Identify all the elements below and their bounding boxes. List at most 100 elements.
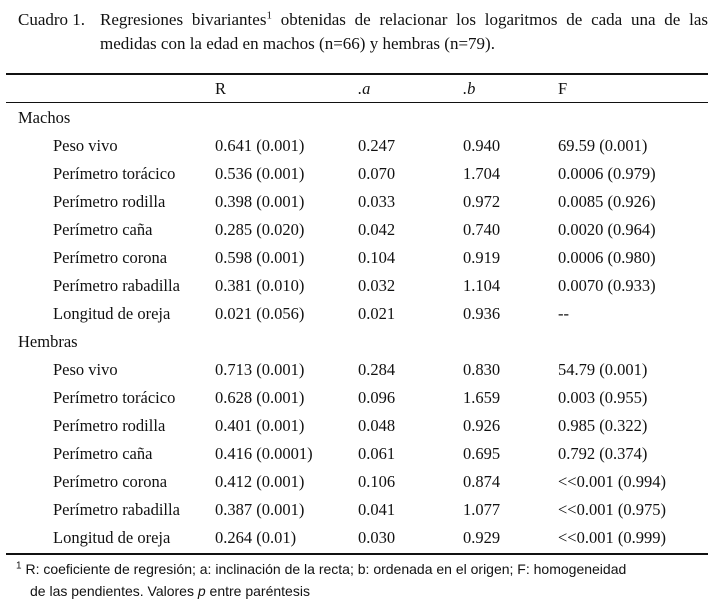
cell-b: 0.972 (463, 192, 501, 211)
table-footnote: 1 R: coeficiente de regresión; a: inclin… (16, 558, 716, 602)
table-row: Perímetro corona 0.598 (0.001) 0.104 0.919 0… (0, 244, 724, 272)
cell-a: 0.032 (358, 276, 396, 295)
group-row: Machos (0, 104, 724, 132)
cell-f: <<0.001 (0.975) (558, 500, 666, 519)
footnote-line2: de las pendientes. Valores p entre parén… (16, 580, 716, 602)
cell-r: 0.713 (0.001) (215, 360, 305, 379)
cell-a: 0.061 (358, 444, 396, 463)
cell-r: 0.416 (0.0001) (215, 444, 313, 463)
cell-f: 54.79 (0.001) (558, 360, 648, 379)
cell-f: <<0.001 (0.994) (558, 472, 666, 491)
footnote-line2-italic: p (197, 583, 206, 599)
cell-r: 0.412 (0.001) (215, 472, 305, 491)
cell-a: 0.048 (358, 416, 396, 435)
table-row: Peso vivo 0.713 (0.001) 0.284 0.830 54.79 (0… (0, 356, 724, 384)
table-bottom-rule (6, 553, 708, 555)
table-row: Perímetro corona 0.412 (0.001) 0.106 0.874 <… (0, 468, 724, 496)
cell-f: 0.0006 (0.979) (558, 164, 656, 183)
cell-b: 1.104 (463, 276, 501, 295)
measure-name: Perímetro rabadilla (53, 500, 180, 519)
cell-f: 0.0020 (0.964) (558, 220, 656, 239)
cell-b: 0.830 (463, 360, 501, 379)
cell-f: 0.792 (0.374) (558, 444, 648, 463)
measure-name: Perímetro torácico (53, 164, 176, 183)
cell-a: 0.041 (358, 500, 396, 519)
cell-b: 0.940 (463, 136, 501, 155)
cell-f: 0.0006 (0.980) (558, 248, 656, 267)
cell-a: 0.030 (358, 528, 396, 547)
caption-label: Cuadro 1. (18, 10, 86, 29)
cell-a: 0.033 (358, 192, 396, 211)
group-label: Machos (18, 108, 71, 127)
cell-r: 0.536 (0.001) (215, 164, 305, 183)
footnote-line1: R: coeficiente de regresión; a: inclinac… (21, 561, 627, 577)
cell-r: 0.598 (0.001) (215, 248, 305, 267)
measure-name: Perímetro torácico (53, 388, 176, 407)
measure-name: Perímetro rodilla (53, 192, 166, 211)
cell-a: 0.106 (358, 472, 396, 491)
cell-b: 0.695 (463, 444, 501, 463)
measure-name: Peso vivo (53, 136, 118, 155)
measure-name: Perímetro corona (53, 472, 168, 491)
measure-name: Perímetro corona (53, 248, 168, 267)
header-f: F (558, 79, 568, 98)
cell-b: 0.936 (463, 304, 501, 323)
caption-footnote-marker: 1 (266, 9, 272, 22)
cell-r: 0.285 (0.020) (215, 220, 305, 239)
table-row: Peso vivo 0.641 (0.001) 0.247 0.940 69.59 (0… (0, 132, 724, 160)
table-row: Perímetro rodilla 0.398 (0.001) 0.033 0.972… (0, 188, 724, 216)
measure-name: Longitud de oreja (53, 528, 171, 547)
table-row: Perímetro rodilla 0.401 (0.001) 0.048 0.926… (0, 412, 724, 440)
table-row: Perímetro rabadilla 0.381 (0.010) 0.032 1.1… (0, 272, 724, 300)
table-header-row: R .a .b F (0, 75, 724, 103)
cell-a: 0.070 (358, 164, 396, 183)
cell-b: 0.874 (463, 472, 501, 491)
cell-b: 1.704 (463, 164, 501, 183)
cell-b: 1.659 (463, 388, 501, 407)
cell-f: 0.985 (0.322) (558, 416, 648, 435)
footnote-marker: 1 (16, 560, 22, 572)
header-a: .a (358, 79, 371, 98)
cell-f: -- (558, 304, 569, 323)
cell-f: 0.0085 (0.926) (558, 192, 656, 211)
cell-f: <<0.001 (0.999) (558, 528, 666, 547)
caption-text: Regresiones bivariantes1 obtenidas de re… (100, 8, 708, 56)
cell-a: 0.021 (358, 304, 396, 323)
table-row: Longitud de oreja 0.021 (0.056) 0.021 0.936… (0, 300, 724, 328)
table-row: Perímetro torácico 0.536 (0.001) 0.070 1.70… (0, 160, 724, 188)
footnote-line2-before: de las pendientes. Valores (30, 583, 198, 599)
table-row: Perímetro caña 0.416 (0.0001) 0.061 0.695 0.… (0, 440, 724, 468)
table-row: Longitud de oreja 0.264 (0.01) 0.030 0.929 <… (0, 524, 724, 552)
table-row: Perímetro torácico 0.628 (0.001) 0.096 1.65… (0, 384, 724, 412)
cell-r: 0.381 (0.010) (215, 276, 305, 295)
caption-text-part2: obtenidas de relacionar los logaritmos d… (100, 10, 708, 53)
measure-name: Perímetro rabadilla (53, 276, 180, 295)
table-row: Perímetro rabadilla 0.387 (0.001) 0.041 1.0… (0, 496, 724, 524)
cell-a: 0.096 (358, 388, 396, 407)
cell-b: 0.926 (463, 416, 501, 435)
cell-r: 0.628 (0.001) (215, 388, 305, 407)
cell-a: 0.104 (358, 248, 396, 267)
table-row: Perímetro caña 0.285 (0.020) 0.042 0.740 0.0… (0, 216, 724, 244)
measure-name: Peso vivo (53, 360, 118, 379)
cell-f: 0.0070 (0.933) (558, 276, 656, 295)
group-label: Hembras (18, 332, 78, 351)
measure-name: Perímetro caña (53, 444, 153, 463)
table-top-rule (6, 73, 708, 75)
footnote-line2-after: entre paréntesis (205, 583, 310, 599)
cell-r: 0.387 (0.001) (215, 500, 305, 519)
group-row: Hembras (0, 328, 724, 356)
cell-b: 0.919 (463, 248, 501, 267)
cell-b: 0.740 (463, 220, 501, 239)
cell-r: 0.401 (0.001) (215, 416, 305, 435)
cell-a: 0.042 (358, 220, 396, 239)
cell-a: 0.284 (358, 360, 396, 379)
cell-r: 0.398 (0.001) (215, 192, 305, 211)
cell-a: 0.247 (358, 136, 396, 155)
table-header-rule (6, 102, 708, 103)
caption-text-part1: Regresiones bivariantes (100, 10, 267, 29)
measure-name: Perímetro rodilla (53, 416, 166, 435)
cell-f: 0.003 (0.955) (558, 388, 648, 407)
cell-b: 1.077 (463, 500, 501, 519)
header-r: R (215, 79, 227, 98)
